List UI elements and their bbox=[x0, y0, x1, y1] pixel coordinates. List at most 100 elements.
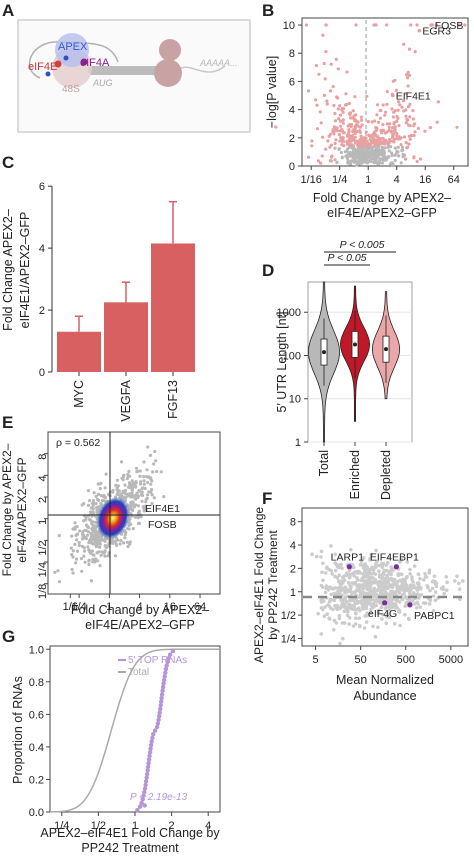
panel-label-a: A bbox=[2, 1, 14, 20]
ma-point bbox=[371, 605, 375, 610]
volcano-point bbox=[367, 133, 371, 137]
density-point bbox=[89, 531, 93, 536]
volcano-point bbox=[404, 121, 408, 125]
density-point bbox=[143, 486, 147, 491]
volcano-point bbox=[359, 157, 363, 161]
ma-point bbox=[421, 601, 426, 605]
volcano-point bbox=[382, 151, 386, 155]
cdf-top-rnas-point bbox=[139, 800, 144, 806]
violin-axes: 1 10 100 1000 Total Enriched Depleted bbox=[277, 307, 393, 500]
volcano-point bbox=[378, 158, 382, 162]
volcano-point bbox=[412, 124, 416, 128]
density-point bbox=[142, 509, 146, 513]
density-point bbox=[83, 560, 87, 564]
volcano-point bbox=[406, 105, 411, 109]
volcano-point bbox=[391, 115, 395, 119]
volcano-point bbox=[407, 47, 412, 51]
density-point bbox=[123, 533, 127, 537]
density-point bbox=[129, 503, 133, 507]
volcano-point bbox=[406, 123, 411, 127]
ma-point bbox=[325, 612, 330, 616]
ma-point bbox=[386, 611, 390, 616]
ma-point bbox=[346, 580, 351, 585]
volcano-point bbox=[391, 126, 395, 130]
ma-point bbox=[386, 585, 390, 589]
ma-point bbox=[396, 609, 401, 614]
violin-ytick-label: 1 bbox=[295, 437, 301, 449]
volcano-point bbox=[401, 148, 405, 152]
ma-highlight-label: eIF4G bbox=[368, 608, 397, 620]
bar bbox=[151, 243, 195, 372]
density-point bbox=[159, 470, 163, 474]
48s-label: 48S bbox=[62, 84, 80, 95]
ma-point bbox=[388, 604, 393, 609]
density-point bbox=[106, 554, 110, 558]
ma-point bbox=[432, 574, 437, 578]
violin-ytick-label: 1000 bbox=[277, 307, 301, 319]
ma-point bbox=[427, 602, 432, 606]
volcano-point bbox=[339, 124, 343, 128]
volcano-point bbox=[383, 131, 387, 135]
ma-point bbox=[368, 558, 372, 562]
ma-xtick-label: 500 bbox=[397, 654, 415, 666]
volcano-point bbox=[402, 99, 406, 103]
density-point bbox=[98, 487, 102, 491]
volcano-point bbox=[351, 133, 355, 138]
schematic: APEX eIF4E eIF4A 48S AUG AAAAA... bbox=[17, 19, 251, 133]
ma-axes: 5 50 500 5000 1/4 1/2 1 2 4 8 bbox=[281, 517, 463, 666]
density-point bbox=[57, 580, 62, 584]
cdf-top-rnas-point bbox=[157, 714, 162, 719]
bar-category-label: FGF13 bbox=[166, 380, 180, 419]
volcano-point bbox=[384, 110, 388, 114]
density-point bbox=[134, 493, 138, 497]
density-point bbox=[146, 445, 150, 449]
volcano-annotated-point bbox=[390, 93, 395, 98]
volcano-point bbox=[406, 76, 410, 80]
density-xtick-label: 1/6 bbox=[63, 601, 78, 613]
ma-point bbox=[414, 606, 419, 610]
density-point bbox=[116, 484, 120, 488]
volcano-point bbox=[323, 77, 327, 81]
volcano-point bbox=[341, 110, 345, 114]
ma-point bbox=[348, 584, 352, 588]
density-point bbox=[103, 549, 107, 553]
volcano-axes: 1/16 1/4 1 4 16 64 0 2 4 6 8 10 bbox=[283, 20, 460, 186]
volcano-point bbox=[387, 140, 391, 144]
density-point bbox=[98, 541, 102, 545]
volcano-point bbox=[329, 155, 334, 159]
density-point bbox=[94, 557, 98, 561]
ma-point bbox=[380, 564, 385, 569]
volcano-point bbox=[340, 155, 344, 159]
volcano-point bbox=[378, 116, 382, 120]
ma-point bbox=[384, 580, 389, 585]
density-point bbox=[90, 527, 94, 531]
volcano-point bbox=[358, 125, 362, 129]
volcano-point bbox=[374, 23, 378, 27]
density-point bbox=[121, 495, 125, 499]
density-point bbox=[71, 571, 75, 575]
volcano-point bbox=[356, 148, 360, 152]
density-point bbox=[103, 554, 107, 558]
volcano-point bbox=[337, 117, 341, 121]
density-point bbox=[131, 508, 135, 513]
cdf-ytick-label: 0.4 bbox=[29, 742, 44, 754]
density-point bbox=[125, 477, 129, 481]
ma-point bbox=[375, 560, 379, 564]
ma-point bbox=[422, 578, 426, 582]
volcano-point bbox=[387, 125, 391, 129]
volcano-point bbox=[328, 159, 332, 163]
volcano-point bbox=[361, 157, 365, 161]
ma-point bbox=[332, 618, 337, 623]
volcano-point bbox=[436, 100, 440, 104]
density-point bbox=[134, 466, 139, 470]
density-point bbox=[90, 522, 94, 526]
ma-point bbox=[343, 589, 347, 593]
density-point bbox=[119, 460, 124, 464]
violin-ylabel: 5′ UTR Length [nt] bbox=[275, 311, 289, 412]
density-point bbox=[85, 533, 90, 537]
volcano-point bbox=[360, 136, 364, 140]
volcano-point bbox=[375, 113, 379, 117]
ma-point bbox=[349, 547, 353, 552]
